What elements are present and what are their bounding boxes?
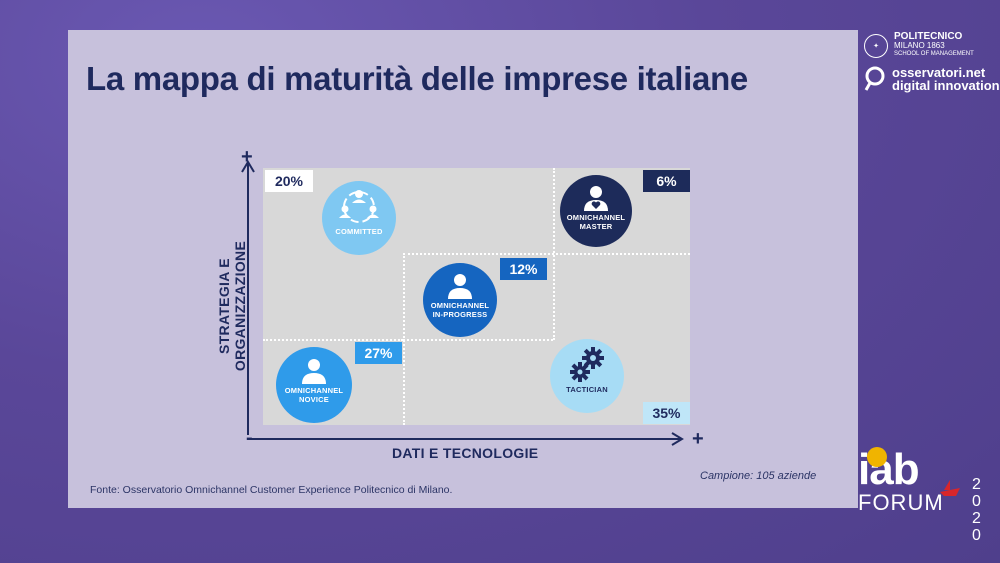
y-axis-arrow [241,160,255,435]
osservatori-logo: osservatori.net digital innovation [864,66,1000,92]
segment-tactician-pct: 35% [643,402,690,424]
y-axis-label-line2: ORGANIZZAZIONE [232,240,248,372]
segment-inprogress-pct: 12% [500,258,547,280]
segment-tactician: TACTICIAN [550,339,624,413]
segment-novice-pct: 27% [355,342,402,364]
iab-forum-logo: iab FORUM 2020 [858,440,985,544]
y-axis-label-line1: STRATEGIA E [216,258,232,354]
magnifier-icon [864,66,885,91]
x-axis-plus: + [692,428,704,450]
sample-note: Campione: 105 aziende [700,470,817,482]
segment-inprogress: OMNICHANNEL IN-PROGRESS [423,263,497,337]
segment-committed-label: COMMITTED [335,227,383,236]
segment-tactician-label: TACTICIAN [566,385,608,394]
segment-inprogress-label-line2: IN-PROGRESS [432,310,488,319]
group-icon [339,190,379,223]
x-axis-minus: - [246,427,253,449]
source-note: Fonte: Osservatorio Omnichannel Customer… [90,484,453,496]
gears-icon [570,347,604,382]
politecnico-school: SCHOOL OF MANAGEMENT [894,51,974,57]
y-axis-plus: + [241,146,253,168]
segment-novice-label-line2: NOVICE [299,395,329,404]
divider-vertical-mid [553,168,555,340]
politecnico-seal-icon: ✦ [864,33,888,58]
ball-icon [867,447,887,467]
politecnico-city: MILANO 1863 [894,41,945,50]
segment-novice-label-line1: OMNICHANNEL [284,386,344,395]
y-axis-label: STRATEGIA E ORGANIZZAZIONE [216,226,248,386]
page-title: La mappa di maturità delle imprese itali… [86,60,748,97]
user-heart-icon [584,186,608,211]
segment-master-label-line1: OMNICHANNEL [566,213,626,222]
divider-horizontal-low [263,339,403,341]
divider-horizontal-mid [403,253,690,255]
politecnico-logo: ✦ POLITECNICO MILANO 1863 SCHOOL OF MANA… [864,32,974,59]
user-icon [448,274,472,299]
boat-icon [940,480,960,496]
x-axis-arrow [248,432,684,446]
segment-committed: COMMITTED [322,181,396,255]
segment-committed-pct: 20% [265,170,313,192]
segment-master-pct: 6% [643,170,690,192]
iab-year: 2020 [968,476,985,544]
user-icon [302,359,326,384]
segment-inprogress-label-line1: OMNICHANNEL [430,301,490,310]
osservatori-name: osservatori.net [892,65,986,80]
osservatori-tagline: digital innovation [892,78,1000,93]
segment-master: OMNICHANNEL MASTER [560,175,632,247]
segment-novice: OMNICHANNEL NOVICE [276,347,352,423]
divider-horizontal-mid2 [403,339,553,341]
politecnico-name: POLITECNICO [894,31,963,42]
x-axis-label: DATI E TECNOLOGIE [392,445,539,461]
segment-master-label-line2: MASTER [579,222,613,231]
iab-forum-word: FORUM [858,490,944,515]
